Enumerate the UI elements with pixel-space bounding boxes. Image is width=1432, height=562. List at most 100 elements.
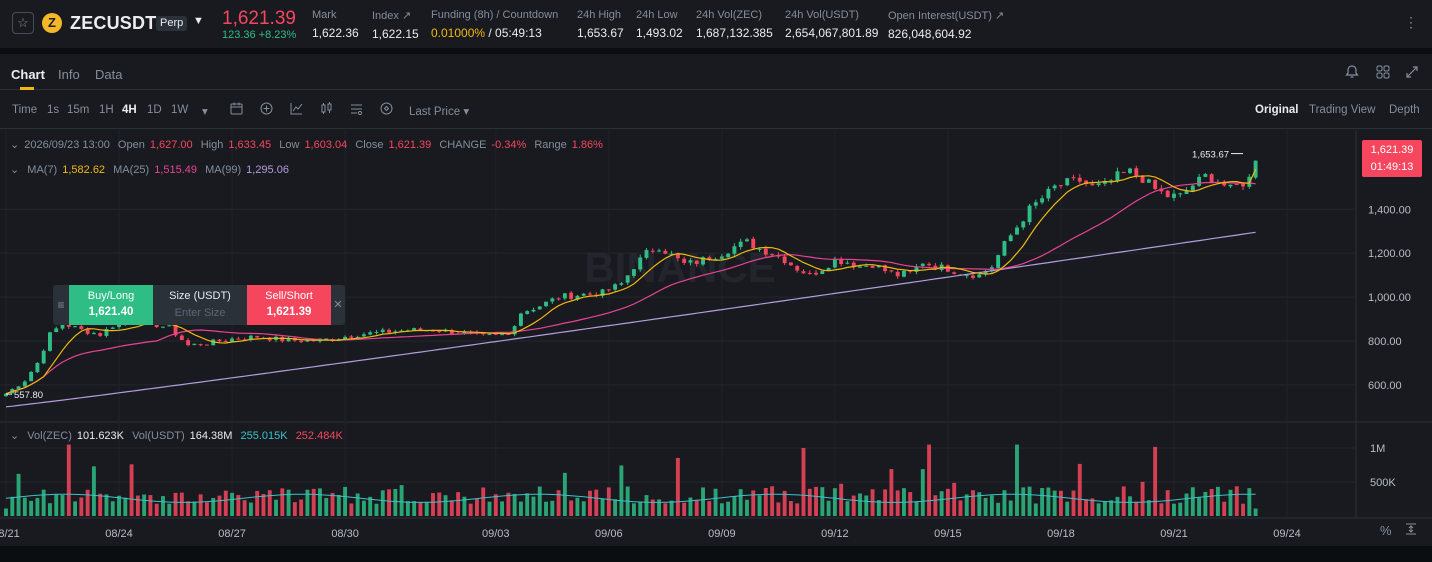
stat-vol-usdt: 24h Vol(USDT) 2,654,067,801.89: [785, 9, 878, 40]
candle-body: [556, 298, 561, 300]
stat-label[interactable]: Funding (8h) / Countdown: [431, 9, 559, 21]
stat-label[interactable]: Mark: [312, 9, 337, 21]
volume-bar: [418, 501, 423, 516]
stat-label[interactable]: Index ↗: [372, 10, 412, 22]
interval-1s[interactable]: 1s: [47, 104, 60, 116]
candle-body: [675, 253, 680, 259]
volume-bar: [958, 500, 963, 516]
volume-bar: [236, 494, 241, 516]
price-tick-label: 600.00: [1368, 380, 1402, 392]
volume-bar: [638, 502, 643, 516]
volume-bar: [669, 500, 674, 516]
close-icon[interactable]: ✕: [333, 299, 343, 311]
candle-body: [1222, 181, 1227, 186]
interval-1d[interactable]: 1D: [147, 104, 162, 116]
drag-handle-icon[interactable]: ≡: [57, 298, 65, 312]
candle-body: [751, 238, 756, 249]
symbol-name[interactable]: ZECUSDT: [70, 13, 157, 33]
expand-icon[interactable]: [1404, 64, 1420, 83]
interval-15m[interactable]: 15m: [67, 104, 90, 116]
fit-icon[interactable]: [1404, 522, 1418, 539]
volume-bar: [248, 502, 253, 516]
volume-bar: [500, 501, 505, 516]
bell-icon[interactable]: [1344, 64, 1360, 83]
candle-body: [832, 258, 837, 268]
candle-body: [1102, 180, 1107, 184]
vol-ma-b: 252.484K: [295, 430, 343, 442]
candle-body: [1115, 171, 1120, 181]
price-type-select[interactable]: Last Price ▾: [409, 104, 469, 118]
chevron-down-icon[interactable]: ▼: [193, 15, 204, 27]
candle-body: [387, 329, 391, 333]
candle-body: [500, 334, 505, 336]
more-icon[interactable]: ⋮: [1404, 14, 1418, 30]
volume-bar: [537, 486, 542, 516]
candle-body: [870, 265, 875, 268]
volume-bar: [801, 447, 806, 516]
candle-body: [745, 239, 749, 242]
time-tick-label: 09/18: [1047, 528, 1075, 540]
volume-bar: [154, 503, 159, 516]
volume-bar: [66, 444, 71, 516]
settings-icon[interactable]: [349, 101, 364, 119]
grid-layout-icon[interactable]: [1375, 64, 1391, 83]
volume-bar: [22, 497, 27, 516]
candle-type-icon[interactable]: [319, 101, 334, 119]
chart-area[interactable]: BINANCE 1,400.00 1,200.00 1,000.00 800.00 60…: [0, 130, 1432, 546]
candle-body: [619, 283, 624, 285]
calendar-icon[interactable]: [229, 101, 244, 119]
interval-time[interactable]: Time: [12, 104, 38, 116]
volume-bar: [682, 502, 687, 516]
volume-bar: [161, 496, 165, 516]
volume-bar: [280, 488, 285, 516]
candle-body: [54, 328, 59, 333]
candlestick-chart[interactable]: BINANCE 1,400.001,200.001,000.00800.0060…: [0, 130, 1432, 546]
candle-body: [110, 327, 115, 329]
time-tick-label: 08/21: [0, 528, 20, 540]
candle-body: [920, 263, 925, 266]
candle-body: [79, 326, 84, 330]
sell-short-button[interactable]: Sell/Short 1,621.39: [247, 285, 331, 325]
stat-low: 24h Low 1,493.02: [636, 9, 683, 40]
stat-value: 1,687,132.385: [696, 26, 773, 40]
candle-body: [343, 336, 348, 340]
collapse-icon[interactable]: ⌄: [10, 430, 20, 442]
view-depth[interactable]: Depth: [1389, 104, 1420, 116]
interval-1w[interactable]: 1W: [171, 104, 189, 116]
candle-body: [167, 325, 172, 327]
volume-bar: [211, 497, 216, 516]
volume-bar: [518, 501, 523, 516]
candle-body: [814, 272, 818, 275]
indicator-icon[interactable]: [289, 101, 304, 119]
volume-bar: [782, 490, 787, 516]
volume-bar: [1027, 486, 1032, 516]
candle-body: [399, 330, 404, 332]
candle-body: [562, 293, 567, 299]
volume-bar: [393, 488, 398, 516]
view-trading-view[interactable]: Trading View: [1309, 104, 1376, 116]
size-input[interactable]: Size (USDT) Enter Size: [153, 285, 247, 325]
candle-body: [788, 262, 793, 266]
collapse-icon[interactable]: ⌄: [10, 164, 20, 176]
interval-1h[interactable]: 1H: [99, 104, 114, 116]
stat-label[interactable]: Open Interest(USDT) ↗: [888, 10, 1005, 22]
favorite-button[interactable]: ☆: [12, 12, 34, 34]
volume-bar: [927, 444, 932, 516]
candle-body: [361, 334, 366, 337]
percent-scale-button[interactable]: %: [1380, 523, 1392, 538]
tab-data[interactable]: Data: [95, 67, 123, 82]
sell-price: 1,621.39: [266, 306, 312, 318]
buy-long-button[interactable]: Buy/Long 1,621.40: [69, 285, 153, 325]
interval-more-caret[interactable]: ▾: [202, 106, 208, 118]
candle-body: [1008, 235, 1013, 242]
tab-chart[interactable]: Chart: [11, 67, 45, 82]
volume-bar: [142, 494, 147, 516]
volume-bar: [167, 503, 172, 516]
crosshair-icon[interactable]: [259, 101, 274, 119]
interval-4h[interactable]: 4H: [122, 104, 137, 116]
collapse-icon[interactable]: ⌄: [10, 139, 20, 151]
view-original[interactable]: Original: [1255, 104, 1299, 116]
tab-info[interactable]: Info: [58, 67, 80, 82]
candle-body: [537, 306, 542, 310]
drawing-icon[interactable]: [379, 101, 394, 119]
